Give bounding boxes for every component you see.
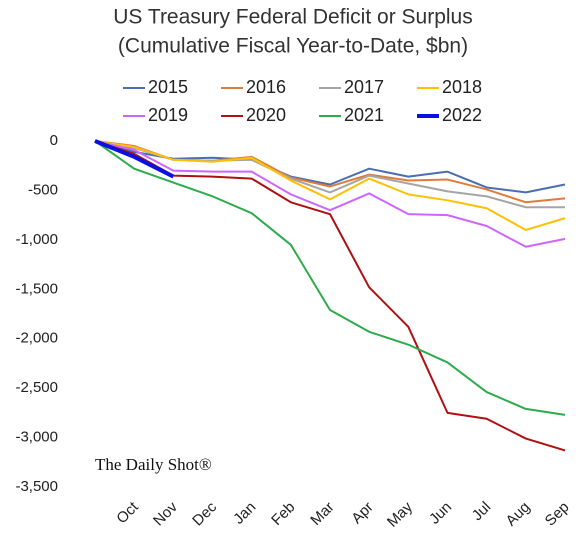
legend-label: 2022 — [442, 105, 482, 125]
legend-label: 2021 — [344, 105, 384, 125]
y-tick-label: -500 — [28, 181, 58, 198]
series-line — [94, 139, 175, 179]
y-tick-label: -3,000 — [15, 429, 58, 446]
series-line — [94, 140, 566, 231]
series-line — [94, 140, 566, 416]
y-tick-label: -2,000 — [15, 330, 58, 347]
chart-title: US Treasury Federal Deficit or Surplus — [113, 6, 472, 29]
series-line — [94, 140, 566, 248]
y-tick-label: -3,500 — [15, 478, 58, 495]
y-tick-label: 0 — [50, 132, 58, 149]
chart-subtitle: (Cumulative Fiscal Year-to-Date, $bn) — [118, 35, 468, 58]
legend-label: 2016 — [246, 77, 286, 97]
legend-label: 2018 — [442, 77, 482, 97]
legend-label: 2017 — [344, 77, 384, 97]
legend-label: 2015 — [148, 77, 188, 97]
watermark: The Daily Shot® — [95, 455, 212, 474]
y-tick-label: -2,500 — [15, 379, 58, 396]
y-tick-label: -1,500 — [15, 280, 58, 297]
y-tick-label: -1,000 — [15, 231, 58, 248]
legend-label: 2020 — [246, 105, 286, 125]
legend-label: 2019 — [148, 105, 188, 125]
